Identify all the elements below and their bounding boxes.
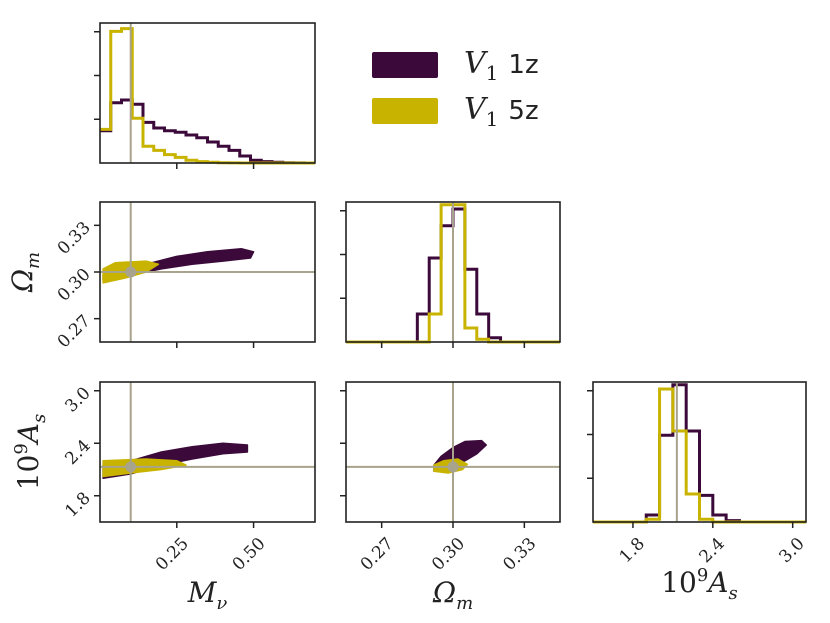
- truth-point: [447, 461, 459, 473]
- hist-Om-series-0: [346, 207, 560, 344]
- x-tick-label-Mnu: 0.25: [152, 534, 193, 575]
- legend-entry-1z: V1 1z: [372, 42, 539, 88]
- y-axis-label-As: 109As: [11, 414, 50, 491]
- y-tick-label-As: 2.4: [61, 436, 94, 469]
- x-tick-label-As: 2.4: [696, 534, 729, 567]
- y-axis-label-Om: Ωm: [6, 252, 44, 293]
- legend-variable: V1: [464, 91, 499, 131]
- legend-label-1z: 1z: [508, 50, 539, 80]
- x-tick-label-Om: 0.30: [428, 534, 469, 575]
- x-tick-label-As: 3.0: [775, 534, 808, 567]
- truth-point: [125, 461, 137, 473]
- x-axis-label-Mnu: Mν: [187, 576, 228, 614]
- panel-frame-Mnu-As: [99, 381, 316, 523]
- truth-point: [125, 266, 137, 278]
- legend: V1 1z V1 5z: [372, 42, 539, 134]
- x-axis-label-As: 109As: [661, 565, 738, 604]
- y-tick-label-Om: 0.27: [54, 311, 95, 352]
- hist-Om-series-1: [346, 203, 560, 344]
- x-tick-label-Om: 0.33: [499, 534, 540, 575]
- legend-swatch-5z: [372, 98, 438, 124]
- y-tick-label-As: 3.0: [61, 383, 94, 416]
- legend-variable: V1: [464, 45, 499, 85]
- y-tick-label-Om: 0.33: [54, 218, 95, 259]
- panel-frame-diag-Mnu: [99, 22, 316, 164]
- panel-frame-diag-As: [592, 381, 807, 523]
- legend-label-5z: 5z: [508, 96, 539, 126]
- legend-entry-5z: V1 5z: [372, 88, 539, 134]
- x-tick-label-Mnu: 0.50: [229, 534, 270, 575]
- x-tick-label-As: 1.8: [616, 534, 649, 567]
- x-axis-label-Om: Ωm: [432, 576, 473, 614]
- y-tick-label-Om: 0.30: [54, 265, 95, 306]
- legend-swatch-1z: [372, 52, 438, 78]
- y-tick-label-As: 1.8: [61, 488, 94, 521]
- x-tick-label-Om: 0.27: [357, 534, 398, 575]
